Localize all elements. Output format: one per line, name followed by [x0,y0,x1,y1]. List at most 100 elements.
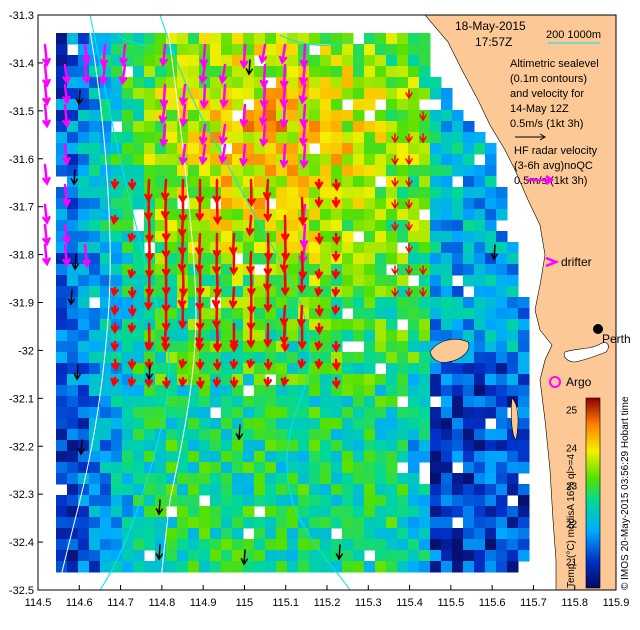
drifter-marker [545,256,560,268]
altimetry-velocity-arrow [263,286,273,313]
y-tick-label: -32.4 [9,537,34,549]
altimetry-velocity-arrow [178,376,188,388]
altimetry-velocity-arrow [331,268,341,280]
hf-velocity-arrow [239,43,249,70]
altimetry-velocity-arrow [110,178,120,190]
y-tick-label: -31.6 [9,154,34,166]
altimetry-line: Altimetric sealevel [510,58,599,70]
hf-velocity-arrow [42,223,51,247]
hf-velocity-arrow [299,63,308,87]
altimetry-velocity-arrow [405,221,413,232]
altimetry-velocity-arrow [229,340,239,353]
model-velocity-arrow [155,544,164,561]
altimetry-velocity-arrow [297,322,307,350]
altimetry-velocity-arrow [331,304,341,316]
y-tick-label: -32.5 [9,585,34,597]
altimetry-velocity-arrow [110,322,120,335]
model-velocity-arrow [245,59,254,76]
hf-velocity-arrow [198,123,208,146]
altimetry-velocity-arrow [405,89,413,100]
colorbar-title: Temp. (°C) modisA 16% ql>=4 [566,454,577,588]
hf-velocity-arrow [118,63,128,86]
x-tick-label: 115.6 [479,597,506,609]
altimetry-velocity-arrow [247,178,256,207]
hf-velocity-arrow [62,243,71,268]
x-tick-label: 114.6 [66,597,93,609]
x-tick-label: 115 [236,597,254,609]
hf-velocity-arrow [299,143,309,169]
hf-velocity-arrow [158,103,168,125]
hf-velocity-arrow [42,43,51,67]
colorbar-ticks: 21 22 23 24 25 [566,405,578,568]
altimetry-velocity-arrow [246,358,255,370]
hf-velocity-arrow [258,43,268,65]
land-mass [424,15,616,590]
altimetry-velocity-arrow [280,376,289,387]
altimetry-legend: Altimetric sealevel (0.1m contours) and … [510,58,599,141]
hf-velocity-arrow [42,203,51,225]
hf-velocity-arrow [279,143,289,169]
altimetry-velocity-arrow [196,376,205,390]
altimetry-velocity-arrow [263,358,273,371]
hf-velocity-arrow [159,123,168,148]
altimetry-velocity-arrow [162,376,171,390]
altimetry-velocity-arrow [262,178,272,201]
y-tick-label: -31.3 [9,10,34,22]
model-velocity-arrow [73,364,82,381]
x-tick-label: 114.8 [148,597,175,609]
y-tick-label: -32.3 [9,489,34,501]
hf-velocity-arrow [219,83,229,109]
altimetry-velocity-arrow [110,214,119,226]
altimetry-velocity-arrow [391,287,399,298]
hf-velocity-arrow [119,43,128,67]
altimetry-velocity-arrow [246,322,256,349]
altimetry-line: 0.5m/s (1kt 3h) [510,118,583,130]
hf-velocity-arrow [62,103,71,129]
x-axis: 114.5 114.6 114.7 114.8 114.9 115 115.1 115.2 11… [25,585,630,609]
altimetry-velocity-arrow [331,340,341,353]
altimetry-velocity-arrow [177,250,187,273]
y-tick-label: -31.5 [9,106,34,118]
altimetry-velocity-arrow [419,287,427,298]
hf-velocity-arrow [198,63,208,85]
model-velocity-arrow [145,364,154,381]
altimetry-velocity-arrow [211,286,221,309]
altimetry-velocity-arrow [332,376,341,390]
altimetry-velocity-arrow [212,376,222,388]
model-velocity-arrow [490,244,499,261]
altimetry-velocity-arrow [229,376,239,389]
hf-velocity-arrow [218,123,228,146]
altimetry-velocity-arrow [332,358,341,372]
hf-velocity-arrow [179,103,188,128]
colorbar-tick-label: 24 [566,443,578,454]
hf-velocity-arrow [62,83,71,105]
hf-velocity-arrow [62,223,71,245]
x-tick-label: 115.9 [603,597,630,609]
altimetry-velocity-arrow [315,232,324,246]
altimetry-velocity-arrow [391,133,399,144]
model-velocity-arrow [71,254,80,271]
altimetry-velocity-arrow [331,250,341,263]
altimetry-velocity-arrow [419,133,427,144]
hf-velocity-arrow [42,103,51,129]
y-tick-label: -32.1 [9,393,34,405]
altimetry-velocity-arrow [405,133,413,144]
hf-velocity-arrow [279,103,289,129]
x-tick-label: 114.7 [107,597,134,609]
date-line-2: 17:57Z [475,35,512,49]
x-tick-label: 114.9 [190,597,217,609]
altimetry-velocity-arrow [127,358,137,371]
y-tick-label: -32 [18,345,34,357]
altimetry-velocity-arrow [332,178,341,192]
altimetry-velocity-arrow [332,232,341,246]
altimetry-velocity-arrow [391,221,399,232]
model-velocity-arrow [240,549,249,566]
altimetry-velocity-arrow [314,268,324,280]
altimetry-velocity-arrow [405,177,413,188]
altimetry-velocity-arrow [245,214,255,237]
altimetry-velocity-arrow [263,376,273,388]
altimetry-velocity-arrow [110,286,119,298]
colorbar-tick-label: 25 [566,405,578,416]
x-tick-label: 115.5 [437,597,464,609]
altimetry-velocity-arrow [315,304,324,318]
